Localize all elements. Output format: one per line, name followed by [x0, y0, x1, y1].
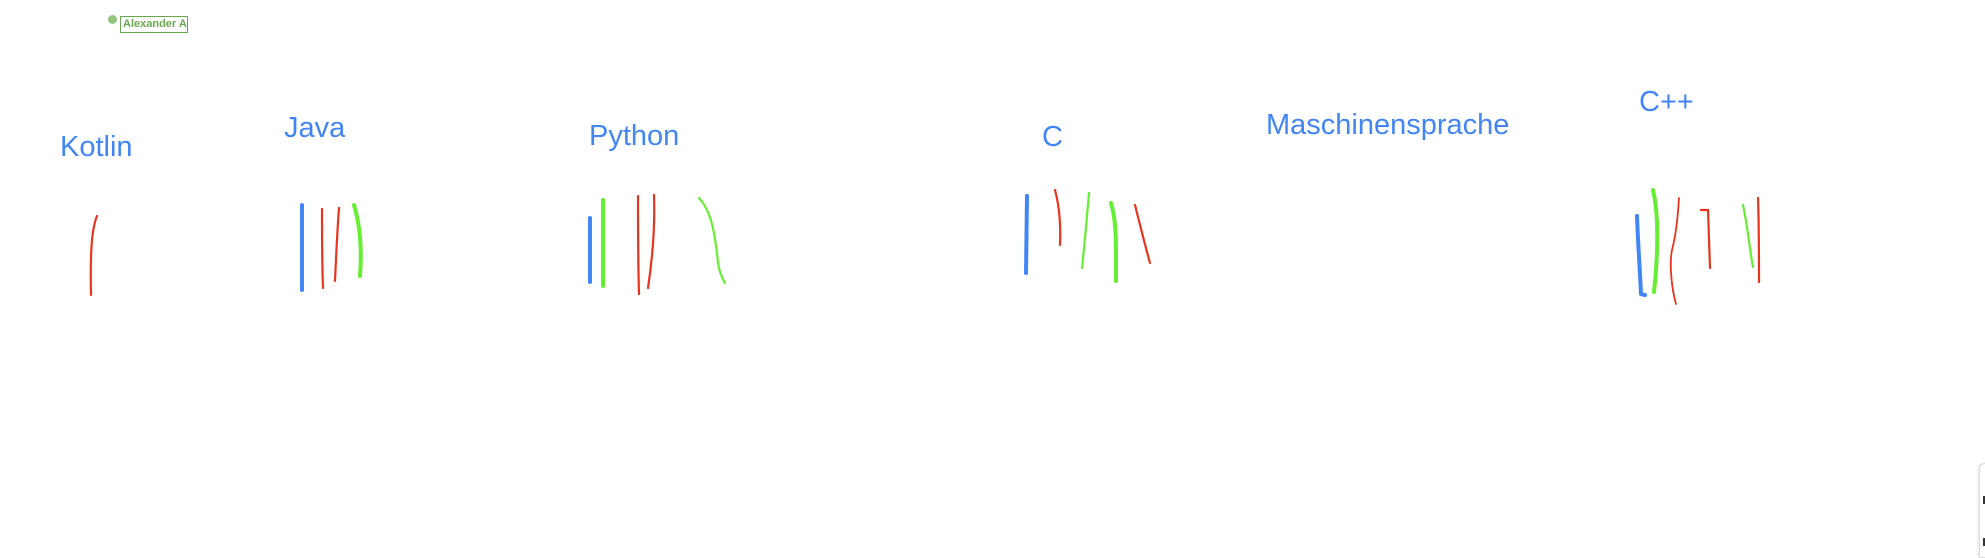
label-python[interactable]: Python [589, 120, 680, 152]
stroke-cpp-green-1 [1651, 188, 1660, 294]
stroke-python-red-1 [636, 194, 641, 296]
stroke-c-red-2 [1133, 203, 1152, 265]
stroke-cpp-red-2 [1699, 208, 1712, 270]
stroke-cpp-red-3 [1756, 196, 1761, 284]
stroke-java-green-1 [352, 203, 363, 278]
edge-tick-icon [1983, 496, 1985, 504]
label-c[interactable]: C [1042, 121, 1063, 153]
stroke-java-red-1 [320, 207, 325, 290]
stroke-c-blue-1 [1024, 194, 1029, 275]
label-kotlin[interactable]: Kotlin [60, 131, 133, 163]
stroke-cpp-red-1 [1669, 197, 1680, 305]
edge-tick-icon [1983, 538, 1985, 546]
label-java[interactable]: Java [284, 112, 346, 144]
stroke-python-green-2 [697, 196, 727, 285]
label-maschinensprache[interactable]: Maschinensprache [1266, 109, 1510, 141]
collaborator-cursor-dot [108, 15, 117, 24]
stroke-cpp-green-2 [1741, 203, 1755, 269]
stroke-kotlin-red-1 [89, 214, 99, 297]
stroke-c-red-1 [1053, 188, 1062, 247]
edge-panel-handle[interactable] [1979, 463, 1985, 558]
stroke-cpp-blue-1 [1635, 214, 1647, 297]
stroke-c-green-2 [1109, 201, 1119, 283]
collaborator-name-tag: Alexander A [120, 16, 188, 33]
stroke-java-red-2 [333, 206, 341, 283]
stroke-c-green-1 [1080, 191, 1091, 270]
label-cpp[interactable]: C++ [1639, 86, 1694, 118]
stroke-python-red-2 [646, 193, 656, 290]
